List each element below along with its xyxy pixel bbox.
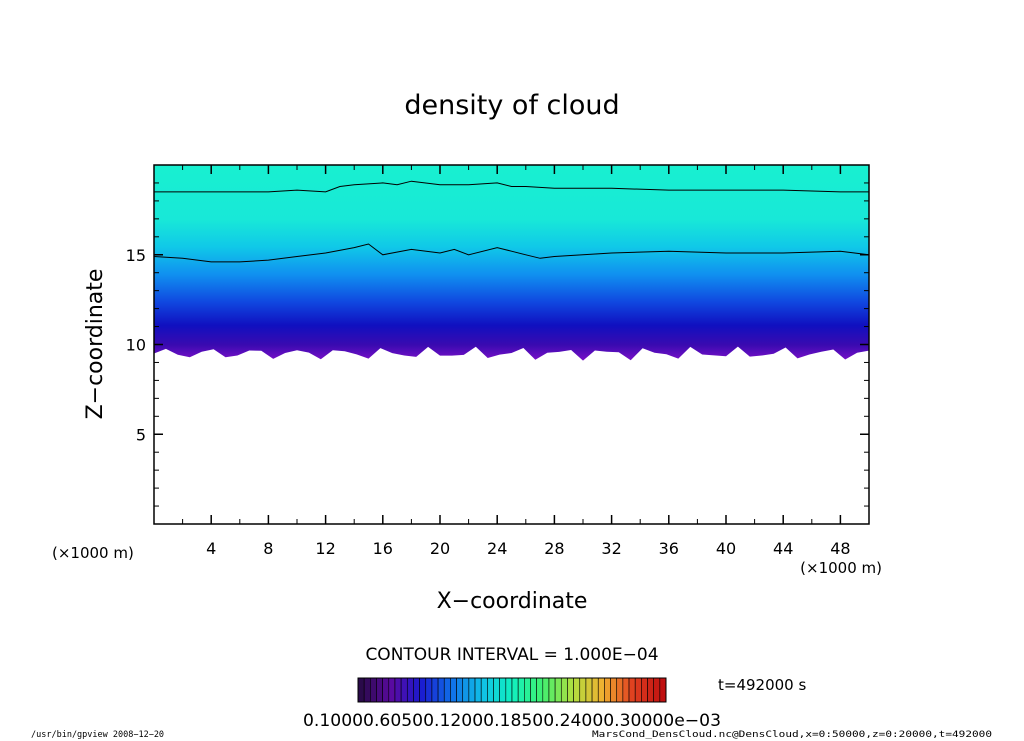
- y-axis-label: Z−coordinate: [83, 269, 108, 420]
- colorbar-swatch-33: [560, 677, 568, 703]
- colorbar-swatch-19: [474, 677, 482, 703]
- x-tick-label-48: 48: [830, 539, 850, 558]
- plot-area: [154, 165, 869, 361]
- y-tick-label-10: 10: [126, 336, 146, 355]
- contour-lines: [154, 180, 869, 263]
- colorbar-swatch-5: [388, 677, 396, 703]
- y-tick-label-5: 5: [136, 425, 146, 444]
- colorbar-swatch-30: [542, 677, 550, 703]
- colorbar-tick-labels: 0.10000.60500.12000.18500.24000.30000e−0…: [303, 711, 721, 731]
- colorbar-swatch-24: [505, 677, 513, 703]
- colorbar-swatch-29: [536, 677, 544, 703]
- colorbar-swatch-16: [456, 677, 464, 703]
- colorbar-swatch-43: [622, 677, 630, 703]
- chart-title: density of cloud: [404, 90, 619, 121]
- colorbar-swatch-31: [548, 677, 556, 703]
- x-unit-label: (×1000 m): [800, 559, 882, 577]
- colorbar-swatch-3: [376, 677, 383, 703]
- contour-line-upper: [154, 180, 869, 193]
- colorbar-swatch-17: [462, 677, 470, 703]
- colorbar-swatch-10: [419, 677, 427, 703]
- x-tick-label-28: 28: [544, 539, 564, 558]
- colorbar-swatch-1: [363, 677, 371, 703]
- colorbar-swatch-9: [413, 677, 420, 703]
- footer-left: /usr/bin/gpview 2008−12−20: [31, 730, 164, 740]
- colorbar-swatch-34: [567, 677, 574, 703]
- colorbar-swatch-42: [616, 677, 624, 703]
- colorbar-swatch-21: [487, 677, 494, 703]
- colorbar-swatch-20: [480, 677, 488, 703]
- colorbar-swatch-44: [628, 677, 636, 703]
- x-tick-label-44: 44: [773, 539, 793, 558]
- colorbar-swatch-8: [406, 677, 414, 703]
- x-tick-label-40: 40: [716, 539, 736, 558]
- y-unit-label: (×1000 m): [52, 544, 134, 562]
- contour-interval-label: CONTOUR INTERVAL = 1.000E−04: [365, 645, 658, 665]
- colorbar-swatch-49: [659, 677, 667, 703]
- colorbar-swatch-22: [493, 677, 500, 703]
- colorbar-swatch-2: [370, 677, 377, 703]
- colorbar-swatch-15: [450, 677, 457, 703]
- colorbar-swatch-28: [530, 677, 537, 703]
- time-label: t=492000 s: [718, 676, 806, 694]
- x-axis-ticks: 4 8 12 16 20 24 28 32 36 40 44 48: [182, 165, 851, 558]
- cloud-density-field: [154, 165, 869, 361]
- colorbar-swatch-23: [499, 677, 507, 703]
- x-tick-label-16: 16: [373, 539, 393, 558]
- colorbar: [357, 677, 667, 703]
- colorbar-swatch-0: [357, 677, 365, 703]
- colorbar-swatch-32: [554, 677, 562, 703]
- colorbar-swatch-11: [425, 677, 433, 703]
- colorbar-swatch-35: [573, 677, 581, 703]
- y-tick-label-15: 15: [126, 246, 146, 265]
- colorbar-swatch-25: [511, 677, 519, 703]
- colorbar-swatch-14: [443, 677, 451, 703]
- colorbar-swatch-36: [579, 677, 587, 703]
- colorbar-swatch-40: [604, 677, 611, 703]
- colorbar-swatch-18: [468, 677, 476, 703]
- x-tick-label-36: 36: [659, 539, 679, 558]
- colorbar-swatch-7: [400, 677, 408, 703]
- colorbar-swatch-45: [634, 677, 642, 703]
- colorbar-swatch-37: [585, 677, 593, 703]
- x-tick-label-4: 4: [206, 539, 216, 558]
- colorbar-swatch-48: [653, 677, 661, 703]
- colorbar-swatch-12: [431, 677, 439, 703]
- colorbar-swatch-13: [437, 677, 445, 703]
- colorbar-swatch-46: [641, 677, 648, 703]
- colorbar-swatch-26: [517, 677, 525, 703]
- colorbar-swatch-4: [382, 677, 390, 703]
- x-axis-label: X−coordinate: [437, 589, 588, 614]
- x-tick-label-32: 32: [601, 539, 621, 558]
- contour-line-lower: [154, 243, 869, 263]
- colorbar-frame: [357, 677, 667, 703]
- x-tick-label-12: 12: [315, 539, 335, 558]
- colorbar-swatch-39: [597, 677, 605, 703]
- x-tick-label-20: 20: [430, 539, 450, 558]
- x-tick-label-8: 8: [263, 539, 273, 558]
- colorbar-swatch-47: [647, 677, 654, 703]
- colorbar-swatch-41: [610, 677, 618, 703]
- colorbar-swatch-27: [524, 677, 531, 703]
- colorbar-swatch-38: [591, 677, 599, 703]
- y-axis-ticks: 5 10 15: [126, 182, 869, 507]
- x-tick-label-24: 24: [487, 539, 507, 558]
- colorbar-swatch-6: [394, 677, 402, 703]
- footer-right: MarsCond_DensCloud.nc@DensCloud,x=0:5000…: [592, 730, 992, 740]
